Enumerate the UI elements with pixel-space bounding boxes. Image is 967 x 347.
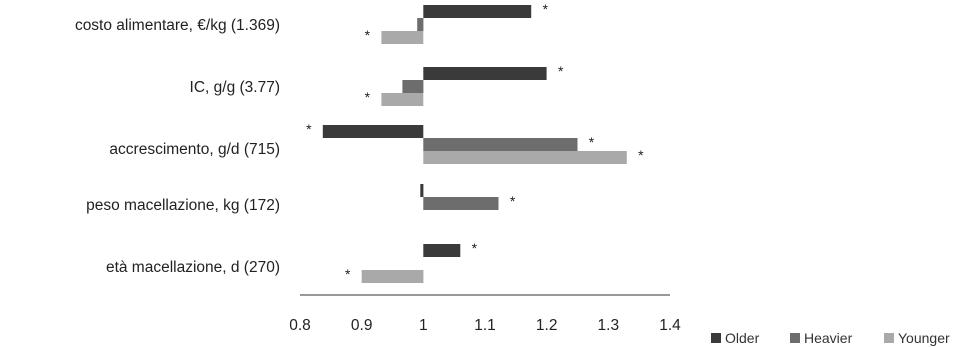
significance-star: * (365, 27, 371, 43)
category-label: IC, g/g (3.77) (190, 79, 280, 96)
significance-star: * (558, 63, 564, 79)
legend-label-younger: Younger (898, 330, 950, 346)
significance-star: * (306, 121, 312, 137)
bar-older-2 (322, 125, 424, 138)
legend: Older Heavier Younger (711, 330, 950, 346)
significance-star: * (638, 147, 644, 163)
significance-star: * (365, 89, 371, 105)
category-labels: costo alimentare, €/kg (1.369) IC, g/g (… (75, 17, 280, 276)
bar-heavier-2 (423, 138, 578, 151)
legend-label-heavier: Heavier (804, 330, 853, 346)
x-tick-label: 1 (419, 317, 428, 334)
bar-older-1 (423, 67, 547, 80)
category-label: costo alimentare, €/kg (1.369) (75, 17, 280, 34)
x-tick-label: 1.1 (474, 317, 496, 334)
category-label: accrescimento, g/d (715) (109, 141, 280, 158)
x-tick-label: 0.9 (351, 317, 373, 334)
bar-heavier-0 (417, 18, 424, 31)
x-tick-label: 1.3 (598, 317, 620, 334)
bar-older-4 (423, 244, 461, 257)
significance-star: * (510, 193, 516, 209)
bar-older-0 (423, 5, 532, 18)
bar-heavier-1 (402, 80, 424, 93)
legend-swatch-younger (884, 333, 894, 343)
significance-markers: * * * * * * * * * * (306, 1, 644, 282)
legend-swatch-heavier (790, 333, 800, 343)
bar-older-3 (420, 184, 424, 197)
legend-swatch-older (711, 333, 721, 343)
bar-heavier-3 (423, 197, 499, 210)
bar-younger-1 (381, 93, 424, 106)
category-label: peso macellazione, kg (172) (86, 197, 280, 214)
significance-star: * (543, 1, 549, 17)
significance-star: * (589, 134, 595, 150)
bar-younger-4 (361, 270, 424, 283)
x-tick-labels: 0.8 0.9 1 1.1 1.2 1.3 1.4 (289, 317, 681, 334)
x-tick-label: 0.8 (289, 317, 311, 334)
legend-label-older: Older (725, 330, 760, 346)
bar-younger-0 (381, 31, 424, 44)
significance-star: * (345, 266, 351, 282)
x-tick-label: 1.2 (536, 317, 558, 334)
bars-group (322, 5, 627, 283)
category-label: età macellazione, d (270) (106, 259, 280, 276)
x-tick-label: 1.4 (659, 317, 681, 334)
bar-younger-2 (423, 151, 627, 164)
significance-star: * (472, 240, 478, 256)
